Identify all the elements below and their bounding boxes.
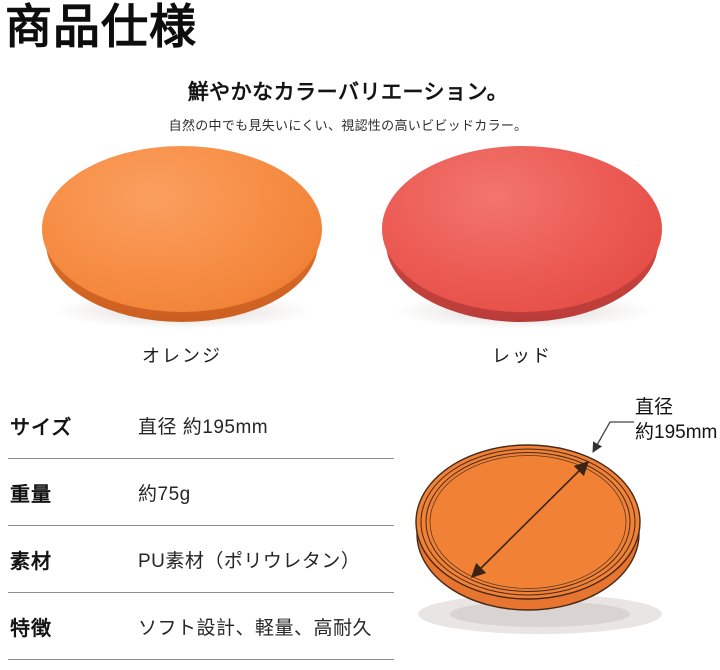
variant-red: レッド bbox=[382, 146, 662, 368]
spec-label: サイズ bbox=[10, 416, 73, 439]
spec-row-features: 特徴 ソフト設計、軽量、高耐久 bbox=[8, 593, 394, 660]
spec-value: 約75g bbox=[138, 483, 191, 505]
orange-disc-photo bbox=[42, 146, 322, 330]
page-title: 商品仕様 bbox=[5, 0, 197, 53]
rim-ring-middle bbox=[425, 452, 631, 592]
diameter-arrow bbox=[470, 460, 590, 579]
intro-block: 鮮やかなカラーバリエーション。 自然の中でも見失いにくい、視認性の高いビビッドカ… bbox=[0, 76, 696, 134]
label-leader-line bbox=[592, 421, 634, 453]
spec-label: 素材 bbox=[10, 550, 52, 573]
spec-label: 重量 bbox=[10, 483, 52, 506]
intro-subheading: 自然の中でも見失いにくい、視認性の高いビビッドカラー。 bbox=[168, 118, 528, 133]
red-disc-photo bbox=[382, 146, 662, 330]
diagram-shadow bbox=[418, 594, 662, 634]
spec-value: ソフト設計、軽量、高耐久 bbox=[138, 617, 373, 639]
rim-ring-outer bbox=[420, 448, 636, 596]
disc-top-surface bbox=[382, 146, 662, 312]
variant-label-red: レッド bbox=[492, 346, 552, 366]
spec-row-weight: 重量 約75g bbox=[8, 459, 394, 526]
disc-top-surface bbox=[42, 146, 322, 312]
diameter-label-line1: 直径 bbox=[635, 397, 674, 418]
diameter-diagram bbox=[400, 392, 720, 654]
spec-row-material: 素材 PU素材（ポリウレタン） bbox=[8, 526, 394, 593]
intro-heading: 鮮やかなカラーバリエーション。 bbox=[187, 81, 509, 104]
spec-label: 特徴 bbox=[10, 617, 52, 640]
variant-orange: オレンジ bbox=[42, 146, 322, 368]
disc-top-view-illustration bbox=[415, 421, 662, 634]
diameter-label-line2: 約195mm bbox=[635, 422, 718, 443]
diameter-label: 直径 約195mm bbox=[635, 395, 717, 445]
rim-ring-inner bbox=[429, 455, 627, 589]
variant-label-orange: オレンジ bbox=[142, 346, 222, 366]
spec-table: サイズ 直径 約195mm 重量 約75g 素材 PU素材（ポリウレタン） 特徴… bbox=[8, 392, 394, 660]
spec-value: 直径 約195mm bbox=[138, 416, 269, 438]
spec-row-size: サイズ 直径 約195mm bbox=[8, 392, 394, 459]
spec-value: PU素材（ポリウレタン） bbox=[138, 550, 361, 572]
